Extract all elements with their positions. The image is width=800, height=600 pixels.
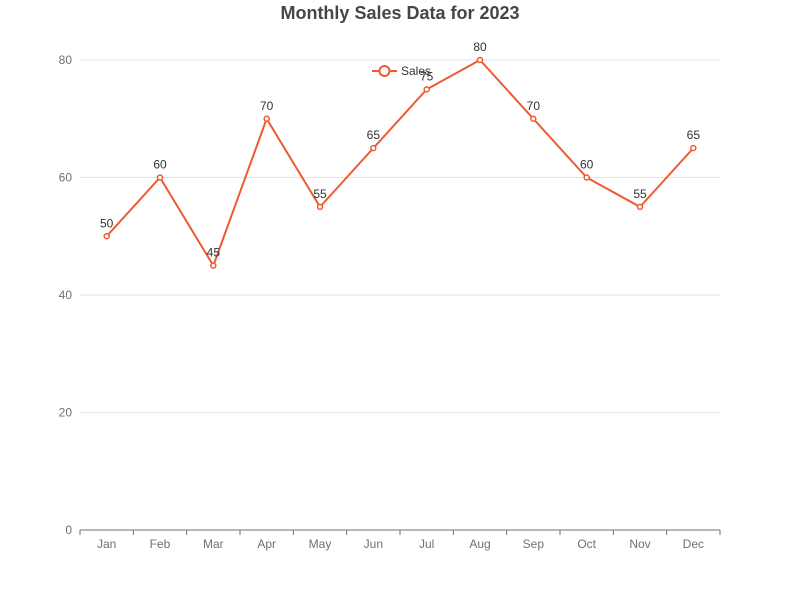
data-point[interactable]	[690, 144, 697, 152]
data-label: 55	[633, 187, 647, 201]
x-tick-label: Feb	[150, 537, 171, 551]
data-label: 65	[367, 128, 381, 142]
x-tick-label: Sep	[523, 537, 545, 551]
data-point[interactable]	[476, 56, 484, 64]
data-point[interactable]	[263, 115, 270, 122]
series-layer	[103, 56, 697, 269]
data-point[interactable]	[636, 203, 644, 211]
y-tick-label: 80	[59, 53, 73, 67]
data-point[interactable]	[423, 86, 430, 93]
y-tick-label: 0	[65, 523, 72, 537]
legend[interactable]: Sales	[372, 64, 431, 78]
data-point[interactable]	[370, 144, 377, 152]
data-labels: 50 60 45 70 55 65 75 80 70 60 55 65	[100, 40, 700, 260]
data-point[interactable]	[530, 115, 537, 122]
x-tick-label: Mar	[203, 537, 224, 551]
x-tick-label: Oct	[577, 537, 596, 551]
x-tick-label: Apr	[257, 537, 276, 551]
y-tick-label: 60	[59, 171, 73, 185]
data-label: 80	[473, 40, 487, 54]
data-label: 75	[420, 69, 434, 83]
y-tick-label: 40	[59, 288, 73, 302]
data-label: 50	[100, 216, 114, 230]
data-label: 70	[260, 99, 274, 113]
data-label: 60	[580, 158, 594, 172]
x-tick-label: Aug	[469, 537, 490, 551]
grid-lines	[80, 59, 720, 413]
x-tick-label: Nov	[629, 537, 650, 551]
chart-title: Monthly Sales Data for 2023	[280, 3, 519, 23]
x-tick-label: Jan	[97, 537, 116, 551]
data-label: 55	[313, 187, 327, 201]
data-label: 70	[527, 99, 541, 113]
legend-marker-icon	[378, 65, 391, 77]
y-tick-label: 20	[59, 406, 73, 420]
data-label: 65	[687, 128, 701, 142]
data-point[interactable]	[103, 233, 110, 240]
axes: 0 20 40 60 80 Jan Feb Mar Apr May Jun Jul Aug Sep Oct N…	[59, 53, 721, 551]
x-tick-label: Jun	[364, 537, 383, 551]
x-tick-label: Dec	[683, 537, 704, 551]
legend-item-sales[interactable]: Sales	[401, 64, 431, 78]
series-line-sales	[105, 59, 695, 267]
x-tick-label: May	[309, 537, 332, 551]
x-tick-label: Jul	[419, 537, 434, 551]
data-point[interactable]	[316, 203, 324, 211]
data-label: 60	[153, 158, 167, 172]
data-point[interactable]	[583, 174, 590, 181]
data-point[interactable]	[156, 174, 164, 181]
data-label: 45	[207, 246, 221, 260]
data-point[interactable]	[210, 262, 217, 269]
